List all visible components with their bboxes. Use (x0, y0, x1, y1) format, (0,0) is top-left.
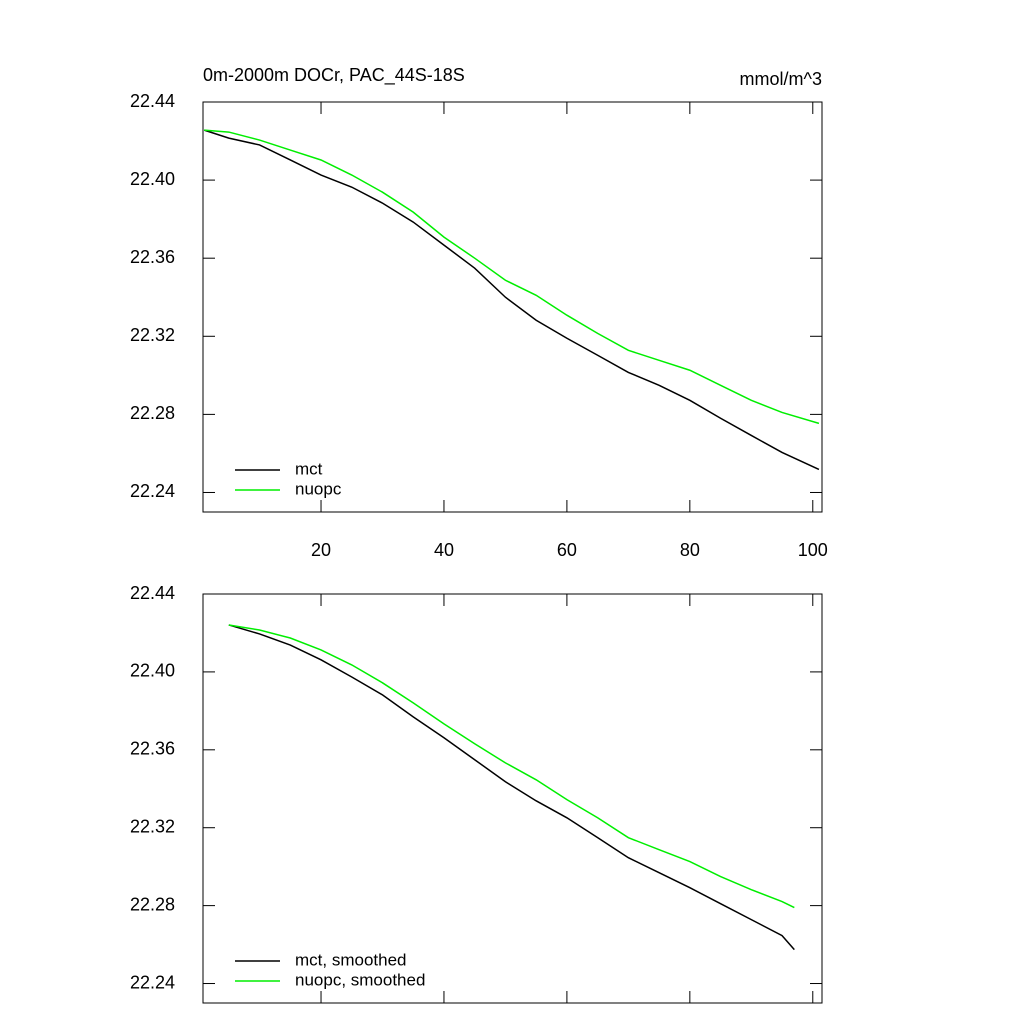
plot-frame (202, 101, 823, 513)
y-tick-label: 22.44 (130, 91, 175, 111)
y-tick-label: 22.44 (130, 583, 175, 603)
x-tick-label: 100 (798, 540, 828, 560)
plot-frame (202, 593, 823, 1004)
x-tick-label: 20 (311, 540, 331, 560)
y-tick-label: 22.28 (130, 894, 175, 914)
y-tick-label: 22.32 (130, 816, 175, 836)
y-tick-label: 22.28 (130, 403, 175, 423)
series-line (203, 129, 820, 471)
x-tick-label: 80 (680, 540, 700, 560)
series-line (228, 624, 795, 909)
chart-title: 0m-2000m DOCr, PAC_44S-18S (203, 65, 465, 86)
legend-label: mct (295, 459, 323, 478)
y-tick-label: 22.24 (130, 481, 175, 501)
x-tick-label: 40 (434, 540, 454, 560)
x-tick-label: 60 (557, 540, 577, 560)
y-tick-label: 22.36 (130, 739, 175, 759)
units-label: mmol/m^3 (740, 69, 822, 89)
series-line (204, 129, 820, 425)
y-tick-label: 22.24 (130, 972, 175, 992)
y-tick-label: 22.36 (130, 247, 175, 267)
y-tick-label: 22.40 (130, 661, 175, 681)
series-line (228, 624, 795, 951)
legend-label: nuopc (295, 479, 342, 498)
y-tick-label: 22.40 (130, 169, 175, 189)
y-tick-label: 22.32 (130, 325, 175, 345)
legend-label: mct, smoothed (295, 950, 407, 969)
legend-label: nuopc, smoothed (295, 970, 425, 989)
